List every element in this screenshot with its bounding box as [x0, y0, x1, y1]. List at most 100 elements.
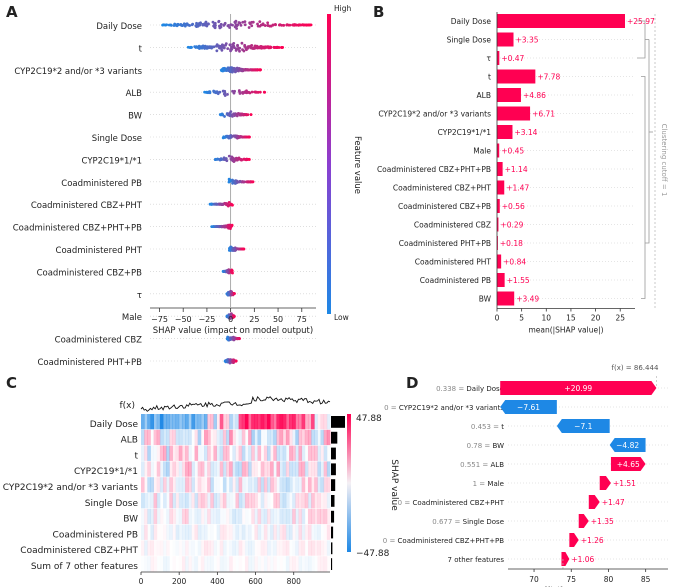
- panel-label-a: A: [6, 3, 18, 21]
- panel-c-heatmap: f(x) Daily Dose ALB t CYP2C19*1/*1 CYP2C19*2 …: [3, 395, 399, 586]
- x-tick-label: 25: [615, 314, 625, 323]
- heatmap-row-label: t: [134, 451, 138, 461]
- feature-label: BW: [128, 112, 143, 122]
- feature-swarm: [225, 312, 236, 320]
- bar-category-label: Daily Dose: [451, 17, 492, 26]
- feature-swarm: [186, 41, 285, 53]
- feature-label: Daily Dose: [96, 22, 142, 32]
- feature-label: CYP2C19*2 and/or *3 variants: [14, 67, 142, 77]
- heatmap-row-label: BW: [123, 515, 138, 525]
- bar-category-label: Coadministered CBZ+PHT+PB: [377, 165, 491, 174]
- x-tick-label: 20: [591, 314, 601, 323]
- bar: [497, 199, 500, 213]
- bar-value-label: +1.14: [505, 165, 528, 174]
- importance-bar: [331, 463, 336, 476]
- waterfall-feature-label: 0 = Coadministered CBZ+PHT: [398, 499, 505, 507]
- x-tick-label: 70: [529, 575, 539, 584]
- x-tick-label: 75: [566, 575, 576, 584]
- bar-category-label: Coadministered CBZ+PB: [398, 202, 491, 211]
- bar-category-label: BW: [479, 295, 492, 304]
- bar: [497, 273, 505, 287]
- colorbar-low-label: Low: [334, 313, 349, 322]
- bar-category-label: t: [488, 73, 491, 82]
- feature-swarm: [213, 154, 251, 164]
- bar: [497, 125, 513, 139]
- feature-label: τ: [137, 291, 142, 301]
- bar: [497, 217, 499, 232]
- x-tick-label: 80: [604, 575, 614, 584]
- x-axis-label: mean(|SHAP value|): [528, 326, 603, 335]
- heatmap-row-label: Single Dose: [85, 499, 139, 509]
- waterfall-bar: [500, 400, 557, 414]
- bar-category-label: CYP2C19*2 and/or *3 variants: [378, 110, 491, 119]
- feature-label: Coadministered CBZ+PHT: [31, 201, 143, 211]
- feature-label: Coadministered PB: [61, 179, 142, 189]
- feature-label: Single Dose: [92, 134, 142, 144]
- heatmap-row: [141, 429, 338, 446]
- waterfall-value-label: +1.06: [571, 555, 594, 564]
- heatmap-row: [141, 493, 335, 509]
- feature-label: Male: [122, 313, 142, 323]
- waterfall-bar: [599, 476, 611, 490]
- dendrogram-label: Clustering cutoff = 1: [660, 124, 668, 197]
- waterfall-bar: [500, 381, 657, 395]
- feature-swarm: [208, 200, 234, 208]
- bar: [497, 106, 531, 121]
- bar-value-label: +0.47: [501, 54, 524, 63]
- heatmap-row-label: CYP2C19*1/*1: [74, 467, 138, 477]
- x-tick-label: 0: [139, 577, 144, 586]
- waterfall-feature-label: 0.677 = Single Dose: [432, 518, 504, 526]
- bar-value-label: +3.35: [516, 36, 539, 45]
- importance-bar: [331, 526, 334, 539]
- bar-category-label: CYP2C19*1/*1: [438, 128, 492, 137]
- x-tick-label: 800: [287, 577, 302, 586]
- fx-label: f(x) = 86.444: [612, 364, 659, 372]
- x-axis-label: SHAP value (impact on model output): [153, 326, 313, 336]
- x-tick-label: 50: [273, 315, 283, 324]
- bar-category-label: Coadministered PHT: [415, 258, 492, 267]
- waterfall-bar: [578, 514, 589, 528]
- bar: [497, 236, 498, 250]
- importance-bar: [331, 542, 333, 555]
- bar-category-label: Male: [473, 147, 491, 156]
- bar-value-label: +25.97: [627, 17, 655, 26]
- waterfall-value-label: +4.65: [617, 460, 640, 469]
- bar-category-label: Coadministered CBZ+PHT: [393, 184, 492, 193]
- bar-category-label: τ: [486, 54, 491, 63]
- feature-swarm: [220, 66, 262, 74]
- x-tick-label: −25: [198, 315, 215, 324]
- waterfall-value-label: +1.47: [602, 498, 625, 507]
- heatmap-row-label: Coadministered PB: [53, 530, 138, 540]
- bar-category-label: Single Dose: [447, 36, 492, 45]
- colorbar-max-label: 47.88: [356, 414, 382, 424]
- heatmap-row: [141, 524, 334, 540]
- bar-value-label: +1.47: [506, 184, 529, 193]
- bar-value-label: +0.29: [500, 221, 523, 230]
- waterfall-value-label: −7.61: [517, 403, 540, 412]
- waterfall-value-label: +1.26: [581, 536, 604, 545]
- x-tick-label: 600: [248, 577, 263, 586]
- waterfall-value-label: +1.35: [591, 517, 614, 526]
- bar: [497, 162, 503, 176]
- waterfall-bar: [556, 419, 610, 433]
- waterfall-feature-label: 1 = Male: [473, 480, 504, 488]
- heatmap-row: [141, 540, 333, 556]
- feature-swarm: [203, 89, 267, 97]
- colorbar-title: SHAP value: [389, 459, 399, 511]
- bar-category-label: ALB: [477, 91, 491, 100]
- waterfall-feature-label: 7 other features: [448, 556, 505, 564]
- importance-bar: [331, 510, 335, 523]
- waterfall-bar: [561, 552, 570, 566]
- bar: [497, 88, 521, 102]
- feature-label: Coadministered CBZ: [55, 336, 143, 346]
- panel-d-waterfall: f(x) = 86.444 0.338 = Daily Dose +20.99 0 =…: [383, 364, 668, 587]
- bar-value-label: +0.56: [502, 202, 525, 211]
- waterfall-value-label: −7.1: [574, 422, 592, 431]
- panel-label-c: C: [6, 374, 17, 392]
- feature-label: t: [139, 44, 143, 54]
- heatmap-row: [141, 414, 345, 430]
- waterfall-feature-label: 0.78 = BW: [467, 442, 504, 450]
- heatmap-row-label: Daily Dose: [90, 420, 139, 430]
- importance-bar: [331, 495, 335, 507]
